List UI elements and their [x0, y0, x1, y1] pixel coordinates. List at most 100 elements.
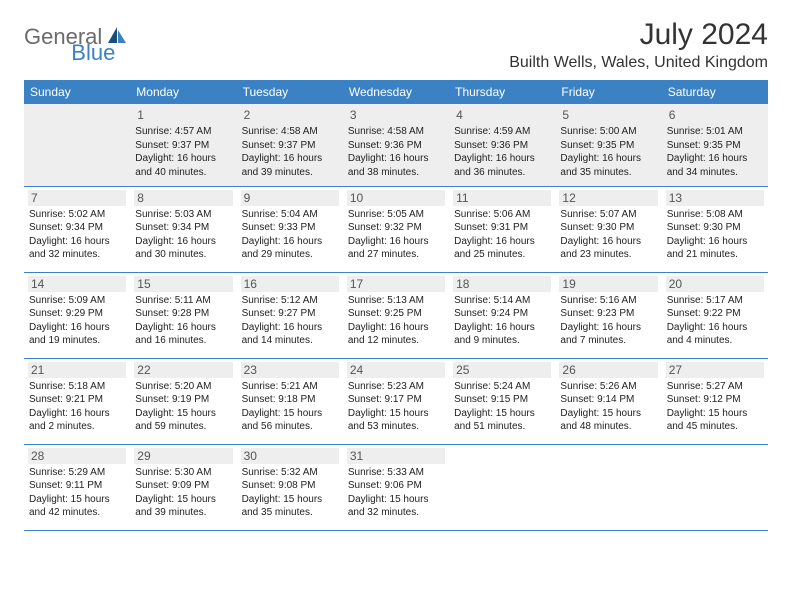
daylight-text: Daylight: 15 hours and 39 minutes.	[135, 493, 231, 520]
daylight-text: Daylight: 16 hours and 34 minutes.	[667, 152, 763, 179]
calendar-cell-empty	[555, 444, 661, 530]
calendar-cell: 28 Sunrise: 5:29 AMSunset: 9:11 PMDayligh…	[24, 444, 130, 530]
sunrise-text: Sunrise: 5:16 AM	[560, 294, 656, 308]
day-number: 31	[347, 448, 445, 464]
sunrise-text: Sunrise: 5:05 AM	[348, 208, 444, 222]
sun-info: Sunrise: 5:09 AMSunset: 9:29 PMDaylight:…	[28, 294, 126, 348]
calendar-cell-empty	[449, 444, 555, 530]
day-number: 30	[241, 448, 339, 464]
sunrise-text: Sunrise: 4:58 AM	[242, 125, 338, 139]
sunset-text: Sunset: 9:36 PM	[348, 139, 444, 153]
daylight-text: Daylight: 16 hours and 23 minutes.	[560, 235, 656, 262]
sunrise-text: Sunrise: 5:23 AM	[348, 380, 444, 394]
sun-info: Sunrise: 5:29 AMSunset: 9:11 PMDaylight:…	[28, 466, 126, 520]
daylight-text: Daylight: 16 hours and 2 minutes.	[29, 407, 125, 434]
daylight-text: Daylight: 16 hours and 16 minutes.	[135, 321, 231, 348]
sun-info: Sunrise: 5:17 AMSunset: 9:22 PMDaylight:…	[666, 294, 764, 348]
calendar-cell: 14Sunrise: 5:09 AMSunset: 9:29 PMDayligh…	[24, 272, 130, 358]
sunrise-text: Sunrise: 4:59 AM	[454, 125, 550, 139]
sunset-text: Sunset: 9:14 PM	[560, 393, 656, 407]
calendar-cell: 15 Sunrise: 5:11 AMSunset: 9:28 PMDayligh…	[130, 272, 236, 358]
calendar-cell: 31Sunrise: 5:33 AMSunset: 9:06 PMDayligh…	[343, 444, 449, 530]
day-number: 28	[28, 448, 126, 464]
sun-info: Sunrise: 5:00 AMSunset: 9:35 PMDaylight:…	[559, 125, 657, 179]
sunset-text: Sunset: 9:15 PM	[454, 393, 550, 407]
calendar-cell: 17Sunrise: 5:13 AMSunset: 9:25 PMDayligh…	[343, 272, 449, 358]
sun-info: Sunrise: 4:58 AMSunset: 9:37 PMDaylight:…	[241, 125, 339, 179]
sunset-text: Sunset: 9:17 PM	[348, 393, 444, 407]
calendar-week-row: 7Sunrise: 5:02 AMSunset: 9:34 PMDaylight…	[24, 186, 768, 272]
calendar-cell: 4 Sunrise: 4:59 AMSunset: 9:36 PMDaylight…	[449, 104, 555, 186]
sunset-text: Sunset: 9:27 PM	[242, 307, 338, 321]
day-header: Thursday	[449, 80, 555, 104]
day-number: 21	[28, 362, 126, 378]
sunrise-text: Sunrise: 5:03 AM	[135, 208, 231, 222]
sunrise-text: Sunrise: 5:14 AM	[454, 294, 550, 308]
sun-info: Sunrise: 5:21 AMSunset: 9:18 PMDaylight:…	[241, 380, 339, 434]
calendar-cell-empty	[24, 104, 130, 186]
location-label: Builth Wells, Wales, United Kingdom	[509, 54, 768, 72]
day-number: 6	[666, 107, 764, 123]
sunset-text: Sunset: 9:09 PM	[135, 479, 231, 493]
sunrise-text: Sunrise: 5:07 AM	[560, 208, 656, 222]
sunrise-text: Sunrise: 5:24 AM	[454, 380, 550, 394]
daylight-text: Daylight: 15 hours and 56 minutes.	[242, 407, 338, 434]
sunset-text: Sunset: 9:12 PM	[667, 393, 763, 407]
sunset-text: Sunset: 9:24 PM	[454, 307, 550, 321]
sunset-text: Sunset: 9:29 PM	[29, 307, 125, 321]
sun-info: Sunrise: 5:18 AMSunset: 9:21 PMDaylight:…	[28, 380, 126, 434]
sun-info: Sunrise: 4:59 AMSunset: 9:36 PMDaylight:…	[453, 125, 551, 179]
sun-info: Sunrise: 5:03 AMSunset: 9:34 PMDaylight:…	[134, 208, 232, 262]
day-number: 3	[347, 107, 445, 123]
calendar-cell-empty	[662, 444, 768, 530]
sun-info: Sunrise: 5:23 AMSunset: 9:17 PMDaylight:…	[347, 380, 445, 434]
daylight-text: Daylight: 15 hours and 51 minutes.	[454, 407, 550, 434]
calendar-cell: 12 Sunrise: 5:07 AMSunset: 9:30 PMDayligh…	[555, 186, 661, 272]
sun-info: Sunrise: 5:04 AMSunset: 9:33 PMDaylight:…	[241, 208, 339, 262]
day-header: Saturday	[662, 80, 768, 104]
daylight-text: Daylight: 16 hours and 29 minutes.	[242, 235, 338, 262]
day-header: Sunday	[24, 80, 130, 104]
calendar-cell: 8 Sunrise: 5:03 AMSunset: 9:34 PMDaylight…	[130, 186, 236, 272]
sunset-text: Sunset: 9:30 PM	[667, 221, 763, 235]
sun-info: Sunrise: 5:20 AMSunset: 9:19 PMDaylight:…	[134, 380, 232, 434]
sunset-text: Sunset: 9:30 PM	[560, 221, 656, 235]
calendar-cell: 2Sunrise: 4:58 AMSunset: 9:37 PMDaylight…	[237, 104, 343, 186]
logo-text-2: Blue	[71, 40, 115, 66]
daylight-text: Daylight: 16 hours and 7 minutes.	[560, 321, 656, 348]
sun-info: Sunrise: 5:07 AMSunset: 9:30 PMDaylight:…	[559, 208, 657, 262]
day-number: 24	[347, 362, 445, 378]
calendar-week-row: 14Sunrise: 5:09 AMSunset: 9:29 PMDayligh…	[24, 272, 768, 358]
calendar-cell: 24 Sunrise: 5:23 AMSunset: 9:17 PMDayligh…	[343, 358, 449, 444]
day-number: 11	[453, 190, 551, 206]
sunrise-text: Sunrise: 5:11 AM	[135, 294, 231, 308]
sun-info: Sunrise: 5:11 AMSunset: 9:28 PMDaylight:…	[134, 294, 232, 348]
day-number: 19	[559, 276, 657, 292]
day-number: 23	[241, 362, 339, 378]
calendar-week-row: 1Sunrise: 4:57 AMSunset: 9:37 PMDaylight…	[24, 104, 768, 186]
sunset-text: Sunset: 9:28 PM	[135, 307, 231, 321]
calendar-cell: 5Sunrise: 5:00 AMSunset: 9:35 PMDaylight…	[555, 104, 661, 186]
sunrise-text: Sunrise: 5:13 AM	[348, 294, 444, 308]
logo: General Blue	[24, 18, 177, 50]
day-number: 8	[134, 190, 232, 206]
calendar-cell: 10Sunrise: 5:05 AMSunset: 9:32 PMDayligh…	[343, 186, 449, 272]
daylight-text: Daylight: 15 hours and 45 minutes.	[667, 407, 763, 434]
sunrise-text: Sunrise: 5:12 AM	[242, 294, 338, 308]
sunrise-text: Sunrise: 5:21 AM	[242, 380, 338, 394]
title-block: July 2024 Builth Wells, Wales, United Ki…	[509, 18, 768, 72]
day-number: 4	[453, 107, 551, 123]
calendar-cell: 16Sunrise: 5:12 AMSunset: 9:27 PMDayligh…	[237, 272, 343, 358]
daylight-text: Daylight: 16 hours and 30 minutes.	[135, 235, 231, 262]
calendar-cell: 6Sunrise: 5:01 AMSunset: 9:35 PMDaylight…	[662, 104, 768, 186]
day-header-row: SundayMondayTuesdayWednesdayThursdayFrid…	[24, 80, 768, 104]
day-number: 15	[134, 276, 232, 292]
daylight-text: Daylight: 16 hours and 12 minutes.	[348, 321, 444, 348]
sunset-text: Sunset: 9:08 PM	[242, 479, 338, 493]
day-number: 16	[241, 276, 339, 292]
sun-info: Sunrise: 5:06 AMSunset: 9:31 PMDaylight:…	[453, 208, 551, 262]
day-number: 12	[559, 190, 657, 206]
day-header: Tuesday	[237, 80, 343, 104]
calendar-cell: 30Sunrise: 5:32 AMSunset: 9:08 PMDayligh…	[237, 444, 343, 530]
sunset-text: Sunset: 9:23 PM	[560, 307, 656, 321]
